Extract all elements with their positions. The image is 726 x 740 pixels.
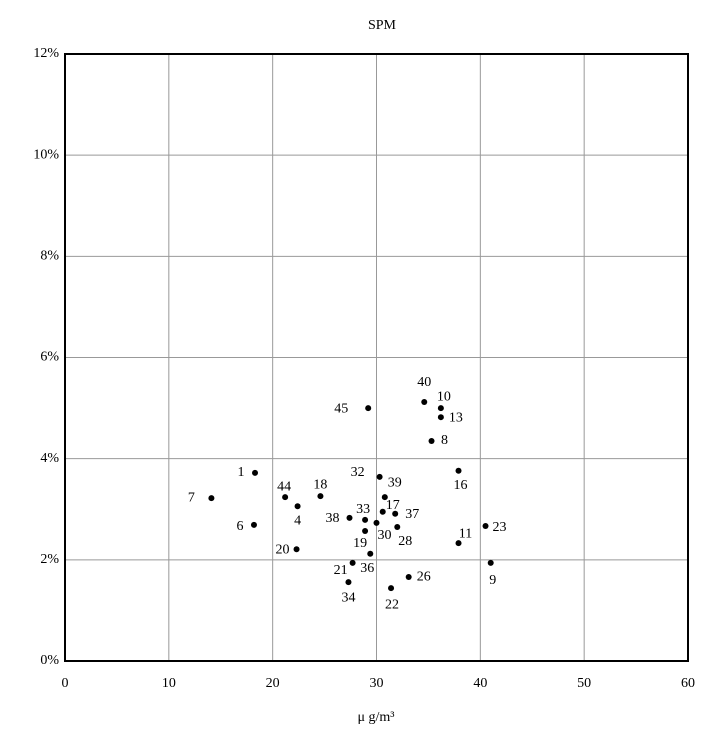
data-point <box>252 469 259 476</box>
y-tick-label: 0% <box>40 653 59 668</box>
x-tick-label: 40 <box>473 676 487 691</box>
data-point <box>392 510 399 517</box>
data-point <box>394 523 401 530</box>
point-label: 22 <box>385 597 399 612</box>
point-label: 30 <box>378 528 392 543</box>
data-point <box>421 399 428 406</box>
data-point <box>293 546 300 553</box>
data-point <box>482 522 489 529</box>
point-label: 23 <box>493 520 507 535</box>
point-label: 11 <box>459 526 472 541</box>
point-label: 7 <box>188 490 195 505</box>
point-label: 39 <box>388 475 402 490</box>
data-point <box>362 528 369 535</box>
point-label: 34 <box>341 590 355 605</box>
chart-title: SPM <box>368 18 397 33</box>
data-point <box>367 550 374 557</box>
point-label: 40 <box>417 375 431 390</box>
point-label: 33 <box>356 502 370 517</box>
data-point <box>317 493 324 500</box>
data-point <box>373 519 380 526</box>
data-point <box>381 494 388 501</box>
x-axis-label: μ g/m³ <box>358 710 395 725</box>
y-tick-label: 10% <box>33 147 59 162</box>
point-label: 45 <box>334 401 348 416</box>
data-point <box>487 559 494 566</box>
y-tick-label: 6% <box>40 350 59 365</box>
point-label: 38 <box>326 511 340 526</box>
plot-frame <box>64 53 689 662</box>
point-label: 13 <box>449 410 463 425</box>
x-tick-label: 50 <box>577 676 591 691</box>
x-tick-label: 60 <box>681 676 695 691</box>
data-point <box>294 503 301 510</box>
point-label: 19 <box>353 536 367 551</box>
data-point <box>376 473 383 480</box>
data-point <box>379 508 386 515</box>
point-label: 21 <box>334 563 348 578</box>
data-point <box>365 405 372 412</box>
point-label: 6 <box>236 519 243 534</box>
point-label: 26 <box>417 569 431 584</box>
data-point <box>349 559 356 566</box>
point-label: 17 <box>386 498 400 513</box>
y-tick-label: 2% <box>40 552 59 567</box>
point-label: 8 <box>441 433 448 448</box>
data-point <box>345 579 352 586</box>
x-tick-label: 20 <box>266 676 280 691</box>
point-label: 18 <box>313 477 327 492</box>
data-point <box>362 516 369 523</box>
data-point <box>437 405 444 412</box>
point-label: 37 <box>405 507 419 522</box>
data-point <box>428 437 435 444</box>
point-label: 28 <box>398 534 412 549</box>
point-label: 32 <box>351 465 365 480</box>
y-tick-label: 12% <box>33 46 59 61</box>
data-point <box>250 521 257 528</box>
point-label: 9 <box>489 573 496 588</box>
point-label: 1 <box>238 465 245 480</box>
data-point <box>455 467 462 474</box>
x-tick-label: 30 <box>370 676 384 691</box>
y-tick-label: 8% <box>40 249 59 264</box>
data-point <box>437 414 444 421</box>
point-label: 10 <box>437 389 451 404</box>
y-tick-label: 4% <box>40 451 59 466</box>
point-label: 20 <box>276 542 290 557</box>
data-point <box>455 540 462 547</box>
x-tick-label: 0 <box>62 676 69 691</box>
data-point <box>388 585 395 592</box>
data-point <box>282 494 289 501</box>
point-label: 4 <box>294 513 301 528</box>
point-label: 16 <box>454 478 468 493</box>
point-label: 44 <box>277 479 291 494</box>
data-point <box>405 574 412 581</box>
data-point <box>346 514 353 521</box>
x-tick-label: 10 <box>162 676 176 691</box>
data-point <box>208 495 215 502</box>
point-label: 36 <box>360 561 374 576</box>
